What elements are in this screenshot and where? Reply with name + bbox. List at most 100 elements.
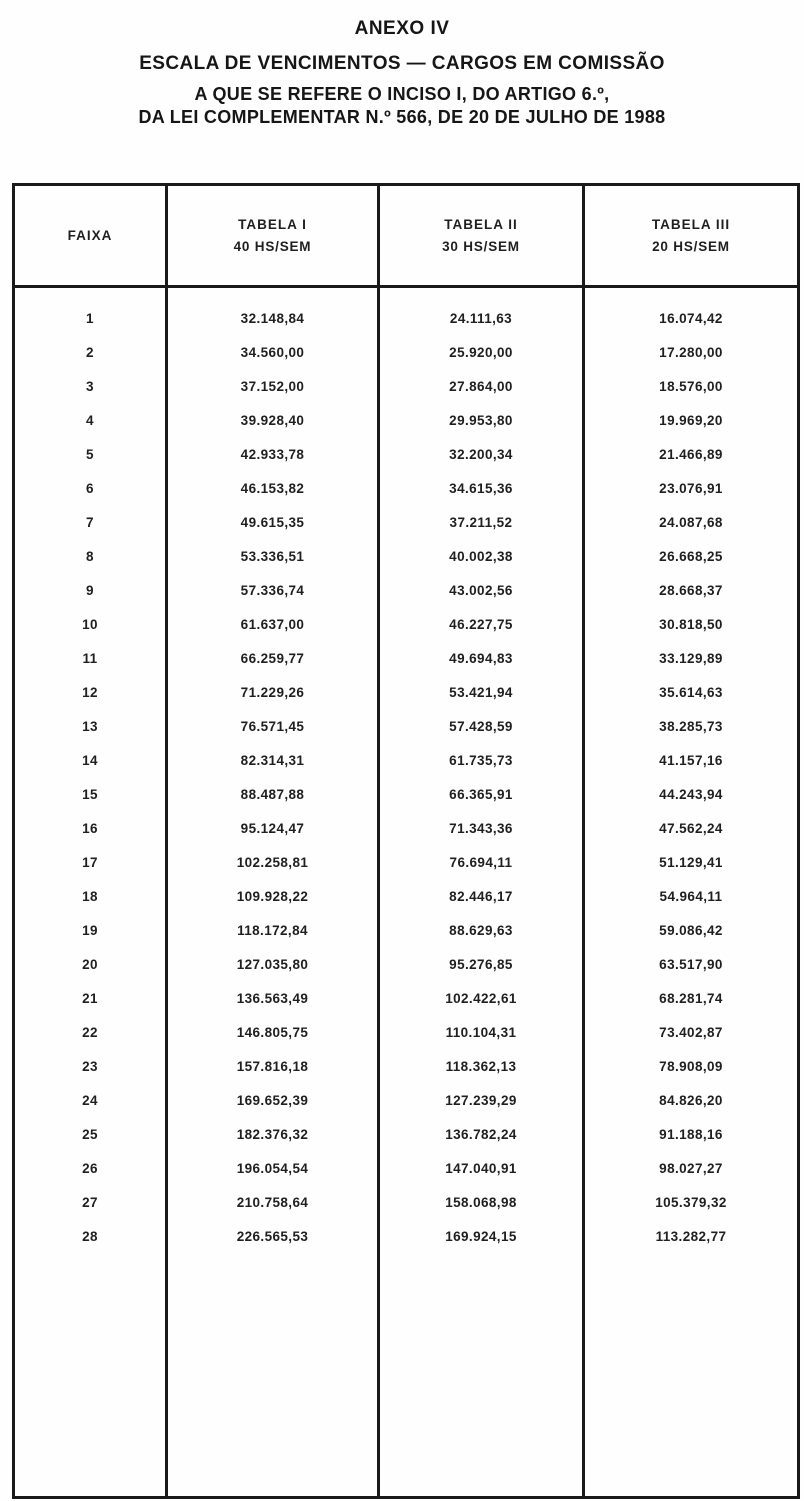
faixa-cell: 9	[12, 573, 168, 607]
tabela3-value-cell: 54.964,11	[582, 879, 800, 913]
table-row: 28 226.565,53 169.924,15 113.282,77	[12, 1219, 800, 1253]
table-row: 13 76.571,45 57.428,59 38.285,73	[12, 709, 800, 743]
table-row: 2 34.560,00 25.920,00 17.280,00	[12, 335, 800, 369]
faixa-cell: 26	[12, 1151, 168, 1185]
tabela1-value-cell: 146.805,75	[165, 1015, 380, 1049]
filler-cell	[582, 1253, 800, 1498]
table-row: 18 109.928,22 82.446,17 54.964,11	[12, 879, 800, 913]
faixa-cell: 22	[12, 1015, 168, 1049]
faixa-cell: 6	[12, 471, 168, 505]
column-header-faixa-label: FAIXA	[67, 228, 113, 243]
tabela1-value-cell: 53.336,51	[165, 539, 380, 573]
tabela3-value-cell: 35.614,63	[582, 675, 800, 709]
table-row: 7 49.615,35 37.211,52 24.087,68	[12, 505, 800, 539]
tabela2-value-cell: 66.365,91	[377, 777, 585, 811]
tabela2-value-cell: 53.421,94	[377, 675, 585, 709]
table-row: 20 127.035,80 95.276,85 63.517,90	[12, 947, 800, 981]
filler-cell	[165, 1253, 380, 1498]
tabela2-value-cell: 71.343,36	[377, 811, 585, 845]
tabela3-value-cell: 23.076,91	[582, 471, 800, 505]
tabela3-value-cell: 73.402,87	[582, 1015, 800, 1049]
tabela3-value-cell: 68.281,74	[582, 981, 800, 1015]
table-row: 4 39.928,40 29.953,80 19.969,20	[12, 403, 800, 437]
tabela3-value-cell: 91.188,16	[582, 1117, 800, 1151]
tabela1-value-cell: 157.816,18	[165, 1049, 380, 1083]
table-row: 24 169.652,39 127.239,29 84.826,20	[12, 1083, 800, 1117]
table-row: 5 42.933,78 32.200,34 21.466,89	[12, 437, 800, 471]
tabela2-value-cell: 32.200,34	[377, 437, 585, 471]
reference-line-1: A QUE SE REFERE O INCISO I, DO ARTIGO 6.…	[194, 84, 610, 104]
tabela1-value-cell: 37.152,00	[165, 369, 380, 403]
tabela3-value-cell: 19.969,20	[582, 403, 800, 437]
faixa-cell: 18	[12, 879, 168, 913]
table-row: 1 32.148,84 24.111,63 16.074,42	[12, 301, 800, 335]
spacer-cell	[582, 286, 800, 301]
tabela2-value-cell: 147.040,91	[377, 1151, 585, 1185]
filler-cell	[12, 1253, 168, 1498]
tabela1-value-cell: 32.148,84	[165, 301, 380, 335]
tabela2-value-cell: 25.920,00	[377, 335, 585, 369]
faixa-cell: 19	[12, 913, 168, 947]
tabela1-value-cell: 196.054,54	[165, 1151, 380, 1185]
table-row: 8 53.336,51 40.002,38 26.668,25	[12, 539, 800, 573]
tabela3-value-cell: 21.466,89	[582, 437, 800, 471]
table-body: 1 32.148,84 24.111,63 16.074,42 2 34.560,00 25…	[12, 286, 800, 1498]
faixa-cell: 16	[12, 811, 168, 845]
tabela3-value-cell: 24.087,68	[582, 505, 800, 539]
column-header-tabela-2-label: TABELA II	[444, 217, 518, 232]
filler-cell	[377, 1253, 585, 1498]
tabela2-value-cell: 27.864,00	[377, 369, 585, 403]
table-header: FAIXA TABELA I 40 HS/SEM TABELA II 30 HS…	[12, 184, 800, 288]
faixa-cell: 15	[12, 777, 168, 811]
tabela3-value-cell: 17.280,00	[582, 335, 800, 369]
tabela3-value-cell: 47.562,24	[582, 811, 800, 845]
tabela1-value-cell: 61.637,00	[165, 607, 380, 641]
faixa-cell: 28	[12, 1219, 168, 1253]
spacer-cell	[377, 286, 585, 301]
table-row: 21 136.563,49 102.422,61 68.281,74	[12, 981, 800, 1015]
tabela1-value-cell: 66.259,77	[165, 641, 380, 675]
faixa-cell: 2	[12, 335, 168, 369]
tabela2-value-cell: 37.211,52	[377, 505, 585, 539]
table-row: 3 37.152,00 27.864,00 18.576,00	[12, 369, 800, 403]
table-row: 9 57.336,74 43.002,56 28.668,37	[12, 573, 800, 607]
tabela2-value-cell: 61.735,73	[377, 743, 585, 777]
table-row: 10 61.637,00 46.227,75 30.818,50	[12, 607, 800, 641]
tabela2-value-cell: 82.446,17	[377, 879, 585, 913]
tabela3-value-cell: 38.285,73	[582, 709, 800, 743]
tabela1-value-cell: 182.376,32	[165, 1117, 380, 1151]
faixa-cell: 10	[12, 607, 168, 641]
column-header-tabela-2: TABELA II 30 HS/SEM	[377, 184, 585, 288]
tabela3-value-cell: 113.282,77	[582, 1219, 800, 1253]
tabela2-value-cell: 34.615,36	[377, 471, 585, 505]
column-header-tabela-1-label: TABELA I	[238, 217, 307, 232]
tabela1-value-cell: 39.928,40	[165, 403, 380, 437]
faixa-cell: 11	[12, 641, 168, 675]
tabela1-value-cell: 226.565,53	[165, 1219, 380, 1253]
table-row: 22 146.805,75 110.104,31 73.402,87	[12, 1015, 800, 1049]
tabela2-value-cell: 46.227,75	[377, 607, 585, 641]
column-header-tabela-3-hours: 20 HS/SEM	[652, 239, 730, 254]
table-row: 17 102.258,81 76.694,11 51.129,41	[12, 845, 800, 879]
tabela3-value-cell: 78.908,09	[582, 1049, 800, 1083]
table-row: 11 66.259,77 49.694,83 33.129,89	[12, 641, 800, 675]
faixa-cell: 12	[12, 675, 168, 709]
tabela1-value-cell: 210.758,64	[165, 1185, 380, 1219]
tabela2-value-cell: 158.068,98	[377, 1185, 585, 1219]
faixa-cell: 17	[12, 845, 168, 879]
tabela1-value-cell: 42.933,78	[165, 437, 380, 471]
tabela2-value-cell: 88.629,63	[377, 913, 585, 947]
faixa-cell: 8	[12, 539, 168, 573]
tabela2-value-cell: 57.428,59	[377, 709, 585, 743]
column-header-tabela-1: TABELA I 40 HS/SEM	[165, 184, 380, 288]
header-row: FAIXA TABELA I 40 HS/SEM TABELA II 30 HS…	[12, 184, 800, 288]
faixa-cell: 1	[12, 301, 168, 335]
table-row: 25 182.376,32 136.782,24 91.188,16	[12, 1117, 800, 1151]
tabela3-value-cell: 59.086,42	[582, 913, 800, 947]
faixa-cell: 23	[12, 1049, 168, 1083]
table-row: 19 118.172,84 88.629,63 59.086,42	[12, 913, 800, 947]
tabela3-value-cell: 44.243,94	[582, 777, 800, 811]
spacer-cell	[165, 286, 380, 301]
table-row: 26 196.054,54 147.040,91 98.027,27	[12, 1151, 800, 1185]
tabela1-value-cell: 82.314,31	[165, 743, 380, 777]
